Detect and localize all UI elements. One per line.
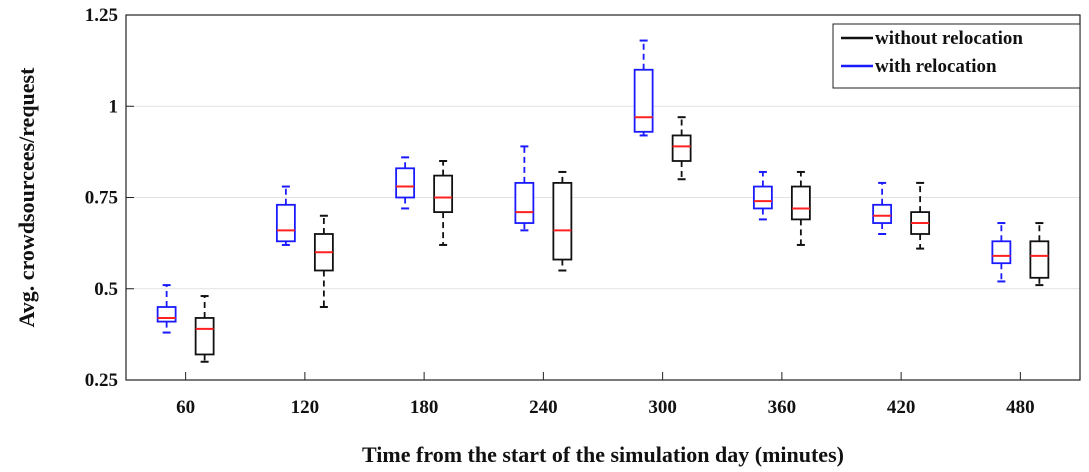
box-body: [552, 181, 573, 261]
x-tick-label: 360: [768, 397, 797, 418]
y-tick-label: 0.5: [94, 279, 118, 300]
x-tick-label: 60: [176, 397, 195, 418]
x-tick-label: 300: [648, 397, 677, 418]
box-body: [1029, 240, 1050, 279]
x-tick-label: 420: [887, 397, 916, 418]
y-tick-label: 1.25: [85, 5, 118, 26]
box-without-relocation-60: [194, 295, 215, 363]
box-body: [752, 185, 773, 210]
grid-lines: [126, 105, 1080, 290]
legend-label-with-relocation: with relocation: [875, 56, 997, 77]
box-with-relocation-300: [633, 39, 654, 137]
x-axis-label: Time from the start of the simulation da…: [362, 442, 844, 467]
box-with-relocation-60: [156, 284, 177, 334]
box-body: [872, 203, 893, 224]
box-without-relocation-360: [790, 170, 811, 246]
x-tick-label: 180: [410, 397, 439, 418]
box-body: [671, 134, 692, 162]
box-body: [991, 240, 1012, 265]
x-tick-label: 120: [291, 397, 320, 418]
legend-label-without-relocation: without relocation: [875, 28, 1023, 49]
box-body: [156, 306, 177, 323]
box-without-relocation-240: [552, 170, 573, 272]
box-body: [395, 167, 416, 199]
x-tick-label: 240: [529, 397, 558, 418]
x-axis-ticks: 60 120 180 240 300 360 420 480: [176, 372, 1035, 418]
box-with-relocation-480: [991, 222, 1012, 283]
legend: without relocation with relocation: [832, 23, 1081, 89]
x-tick-label: 480: [1006, 397, 1035, 418]
box-without-relocation-120: [313, 214, 334, 308]
box-without-relocation-420: [910, 181, 931, 250]
y-tick-label: 1: [109, 96, 119, 117]
box-with-relocation-240: [514, 145, 535, 232]
box-with-relocation-360: [752, 170, 773, 221]
legend-box: [832, 23, 1081, 89]
box-body: [790, 185, 811, 221]
y-tick-label: 0.75: [85, 188, 118, 209]
box-body: [633, 68, 654, 133]
y-tick-label: 0.25: [85, 370, 118, 391]
box-with-relocation-180: [395, 156, 416, 210]
box-with-relocation-420: [872, 181, 893, 235]
box-with-relocation-120: [275, 185, 296, 246]
y-axis-ticks: 0.25 0.5 0.75 1 1.25: [85, 5, 134, 391]
box-body: [433, 174, 454, 214]
box-body: [514, 181, 535, 224]
boxes: [156, 39, 1050, 363]
box-body: [275, 203, 296, 243]
box-without-relocation-180: [433, 160, 454, 246]
box-body: [194, 317, 215, 356]
box-without-relocation-300: [671, 116, 692, 181]
y-axis-label: Avg. crowdsourcees/request: [14, 67, 39, 328]
box-without-relocation-480: [1029, 222, 1050, 287]
